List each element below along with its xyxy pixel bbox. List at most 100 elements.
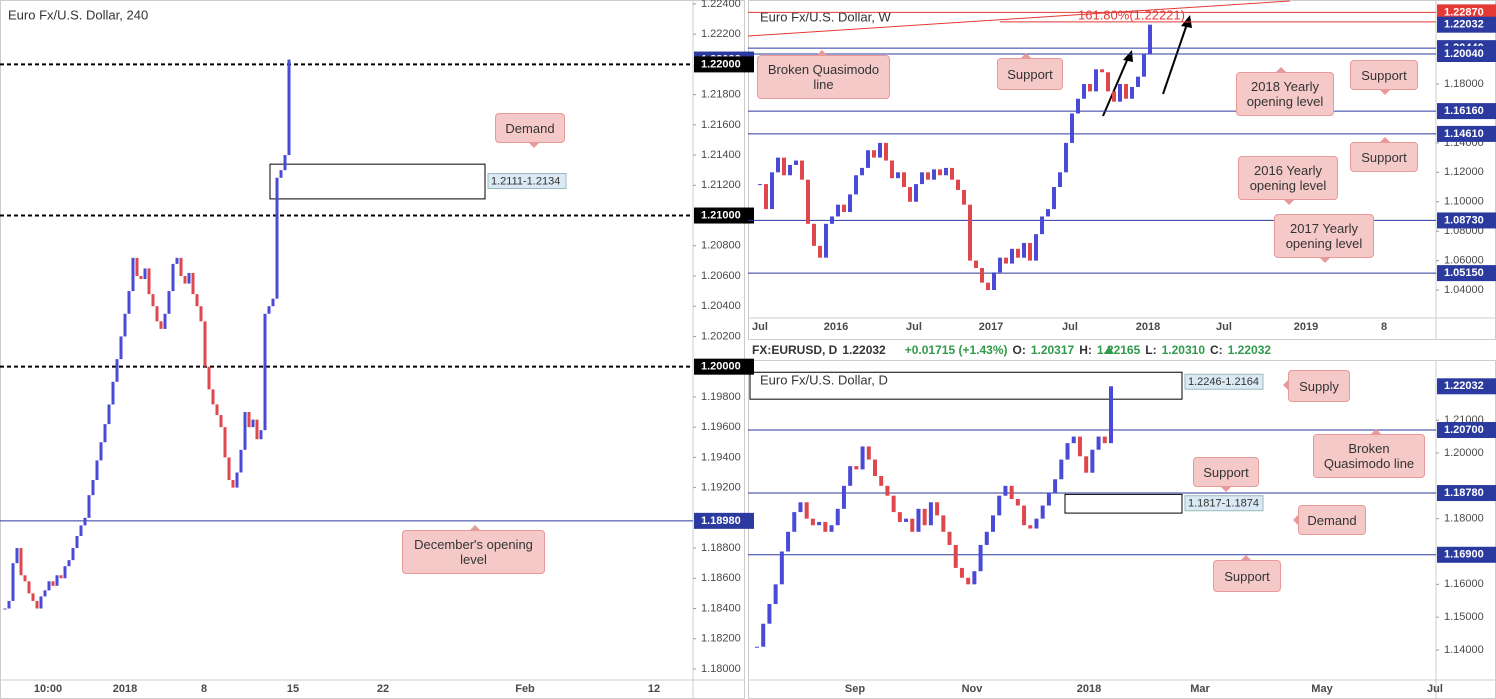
candle xyxy=(239,449,243,473)
candle xyxy=(1028,242,1032,261)
y-tick-label: 1.21600 xyxy=(701,119,741,131)
x-tick-label: 2018 xyxy=(113,683,137,695)
y-tick-label: 1.06000 xyxy=(1444,255,1484,267)
y-tick-label: 1.20000 xyxy=(1444,447,1484,459)
candle xyxy=(926,172,930,180)
candle xyxy=(986,282,990,291)
annotation: Broken Quasimodo line xyxy=(757,50,890,99)
candle xyxy=(885,485,890,496)
candle xyxy=(761,623,766,647)
candle xyxy=(1064,142,1068,173)
annotation: Support xyxy=(997,53,1063,90)
candle xyxy=(1040,216,1044,235)
y-tick-label: 1.12000 xyxy=(1444,166,1484,178)
candle xyxy=(966,577,971,585)
candle xyxy=(159,321,163,329)
candle xyxy=(247,412,251,428)
close: 1.22032 xyxy=(1227,343,1272,357)
candle xyxy=(227,457,231,481)
panel-frame xyxy=(748,360,1496,699)
level-tag xyxy=(1437,212,1496,229)
y-tick-label: 1.18200 xyxy=(701,633,741,645)
zone-label: 1.1817-1.1874 xyxy=(1188,498,1259,510)
candle xyxy=(231,480,235,488)
level-tag-label: 1.21000 xyxy=(701,209,741,221)
candle xyxy=(890,160,894,179)
candle xyxy=(127,291,131,314)
candle xyxy=(1009,485,1014,499)
y-tick-label: 1.18400 xyxy=(701,602,741,614)
level-tag xyxy=(1437,422,1496,439)
candle xyxy=(938,169,942,176)
candle xyxy=(163,313,167,329)
open: 1.20317 xyxy=(1030,343,1075,357)
candle xyxy=(147,268,151,295)
candle xyxy=(848,466,853,486)
candle xyxy=(179,257,183,276)
candle xyxy=(984,531,989,545)
x-tick-label: Jul xyxy=(1062,321,1078,333)
level-tag xyxy=(1437,546,1496,563)
candle xyxy=(275,177,279,299)
candle xyxy=(39,596,43,609)
candle xyxy=(786,531,791,552)
y-tick-label: 1.10000 xyxy=(1444,196,1484,208)
candle xyxy=(798,502,803,513)
candle xyxy=(872,150,876,158)
candle xyxy=(779,551,784,585)
y-tick-label: 1.20800 xyxy=(701,240,741,252)
close-label: C: xyxy=(1210,343,1223,357)
candle xyxy=(1094,69,1098,92)
candle xyxy=(824,223,828,258)
candle xyxy=(922,508,927,526)
candle xyxy=(842,204,846,213)
candle xyxy=(854,466,859,470)
candle xyxy=(251,419,255,428)
candle xyxy=(151,294,155,307)
candle xyxy=(15,548,19,564)
candle xyxy=(1022,505,1027,526)
candle xyxy=(1034,234,1038,261)
candle xyxy=(283,155,287,171)
candle xyxy=(1058,172,1062,188)
candle xyxy=(944,167,948,176)
y-tick-label: 1.22200 xyxy=(701,28,741,40)
candle xyxy=(267,306,271,314)
candle xyxy=(817,521,822,526)
x-tick-label: 8 xyxy=(1381,321,1387,333)
candle xyxy=(1040,505,1045,519)
x-tick-label: May xyxy=(1311,683,1333,695)
candle xyxy=(167,291,171,314)
candle xyxy=(27,581,31,594)
level-tag xyxy=(1437,125,1496,142)
level-tag-label: 1.14610 xyxy=(1444,128,1484,140)
candle xyxy=(932,169,936,180)
candle xyxy=(7,600,11,609)
x-tick-label: 2016 xyxy=(824,321,848,333)
chart-title: Euro Fx/U.S. Dollar, D xyxy=(760,372,888,387)
y-tick-label: 1.21200 xyxy=(701,179,741,191)
candle xyxy=(770,172,774,210)
arrow-head xyxy=(1123,50,1133,62)
candle xyxy=(47,581,51,591)
candle xyxy=(143,268,147,280)
trend-line xyxy=(747,0,1291,37)
level-tag xyxy=(1437,4,1496,21)
candle xyxy=(243,412,247,450)
x-tick-label: Jul xyxy=(1216,321,1232,333)
x-tick-label: Feb xyxy=(515,683,535,695)
y-tick-label: 1.18000 xyxy=(701,663,741,675)
candle xyxy=(1136,76,1140,87)
candle xyxy=(203,321,207,367)
y-tick-label: 1.19600 xyxy=(701,421,741,433)
symbol-header: FX:EURUSD, D 1.22032 +0.01715 (+1.43%) O… xyxy=(752,341,1271,359)
candle xyxy=(1052,187,1056,210)
y-tick-label: 1.18000 xyxy=(1444,78,1484,90)
candle xyxy=(1088,84,1092,92)
level-tag xyxy=(694,512,754,529)
candle xyxy=(215,404,219,416)
candle xyxy=(962,189,966,205)
candle xyxy=(878,142,882,158)
candle xyxy=(1124,84,1128,99)
